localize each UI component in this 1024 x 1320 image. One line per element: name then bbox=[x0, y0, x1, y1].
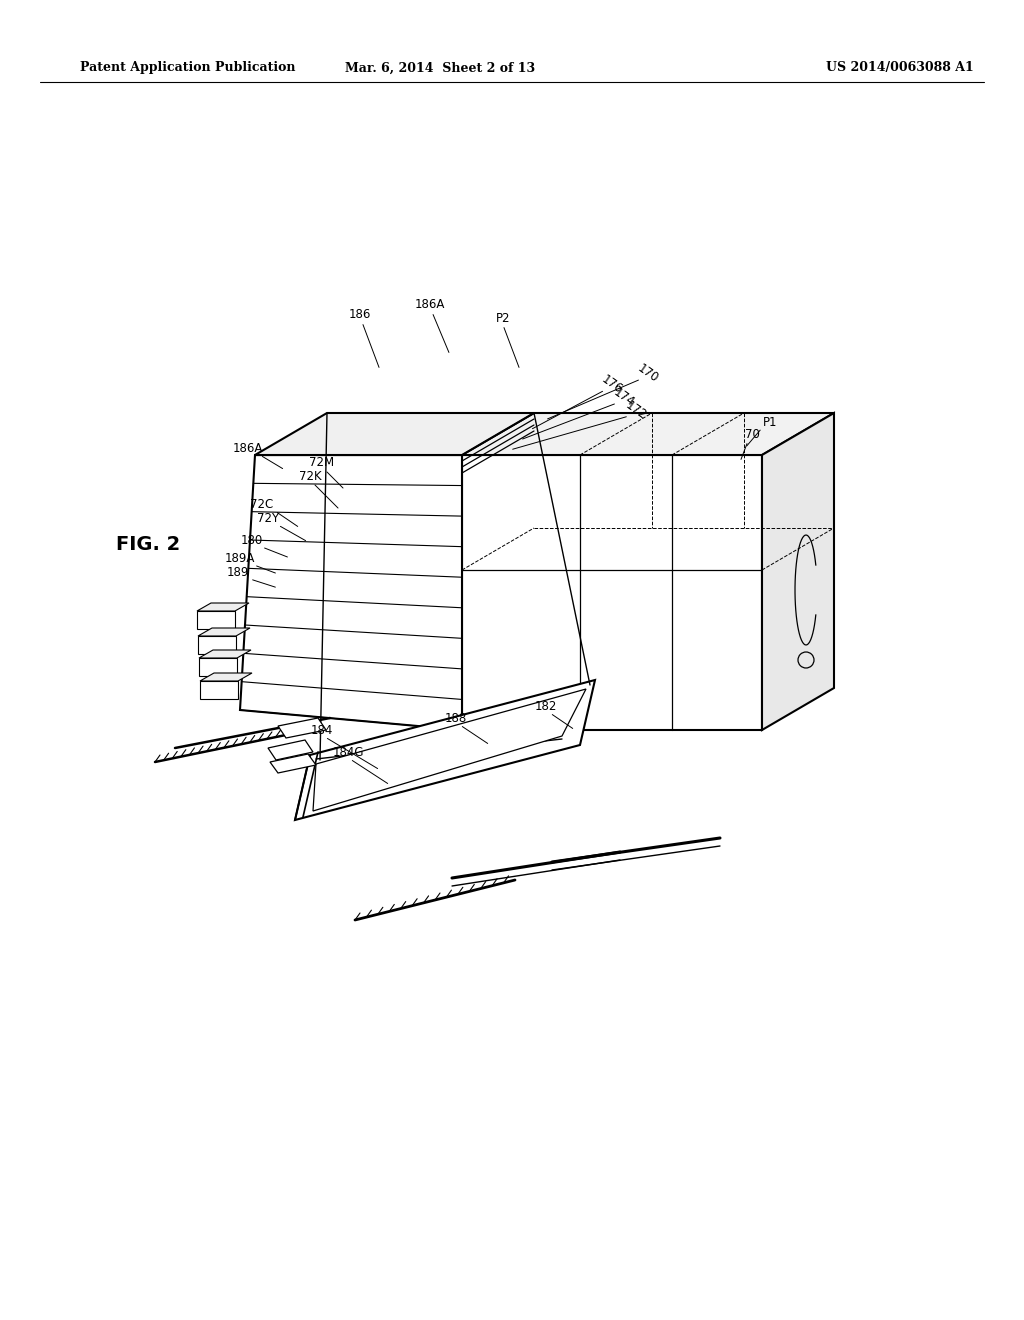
Polygon shape bbox=[199, 657, 237, 676]
Polygon shape bbox=[268, 741, 313, 760]
Text: 72K: 72K bbox=[299, 470, 322, 483]
Polygon shape bbox=[197, 611, 234, 630]
Text: 70: 70 bbox=[744, 429, 760, 441]
Text: FIG. 2: FIG. 2 bbox=[116, 536, 180, 554]
Polygon shape bbox=[200, 681, 238, 700]
Text: 189: 189 bbox=[226, 565, 249, 578]
Text: P2: P2 bbox=[496, 312, 510, 325]
Text: 189A: 189A bbox=[225, 552, 255, 565]
Text: Mar. 6, 2014  Sheet 2 of 13: Mar. 6, 2014 Sheet 2 of 13 bbox=[345, 62, 536, 74]
Text: 72M: 72M bbox=[309, 455, 335, 469]
Polygon shape bbox=[199, 649, 251, 657]
Polygon shape bbox=[270, 754, 316, 774]
Text: 72Y: 72Y bbox=[257, 511, 280, 524]
Polygon shape bbox=[295, 680, 595, 820]
Polygon shape bbox=[255, 413, 534, 455]
Polygon shape bbox=[198, 636, 236, 653]
Text: Patent Application Publication: Patent Application Publication bbox=[80, 62, 296, 74]
Polygon shape bbox=[197, 603, 249, 611]
Text: 188: 188 bbox=[444, 711, 467, 725]
Polygon shape bbox=[200, 673, 252, 681]
Text: 182: 182 bbox=[535, 700, 557, 713]
Polygon shape bbox=[462, 455, 762, 730]
Text: US 2014/0063088 A1: US 2014/0063088 A1 bbox=[826, 62, 974, 74]
Polygon shape bbox=[313, 689, 586, 810]
Text: 180: 180 bbox=[241, 533, 263, 546]
Text: 186A: 186A bbox=[232, 441, 263, 454]
Text: 174: 174 bbox=[611, 387, 637, 409]
Text: 186: 186 bbox=[349, 309, 371, 322]
Text: 184G: 184G bbox=[332, 746, 364, 759]
Text: 186A: 186A bbox=[415, 298, 445, 312]
Polygon shape bbox=[762, 413, 834, 730]
Polygon shape bbox=[462, 413, 834, 455]
Text: 72C: 72C bbox=[251, 498, 273, 511]
Text: P1: P1 bbox=[763, 416, 777, 429]
Polygon shape bbox=[278, 718, 326, 738]
Text: 184: 184 bbox=[311, 723, 333, 737]
Text: 176: 176 bbox=[599, 374, 625, 397]
Polygon shape bbox=[240, 455, 462, 730]
Text: 172: 172 bbox=[623, 399, 649, 422]
Polygon shape bbox=[198, 628, 250, 636]
Text: 170: 170 bbox=[635, 362, 660, 385]
